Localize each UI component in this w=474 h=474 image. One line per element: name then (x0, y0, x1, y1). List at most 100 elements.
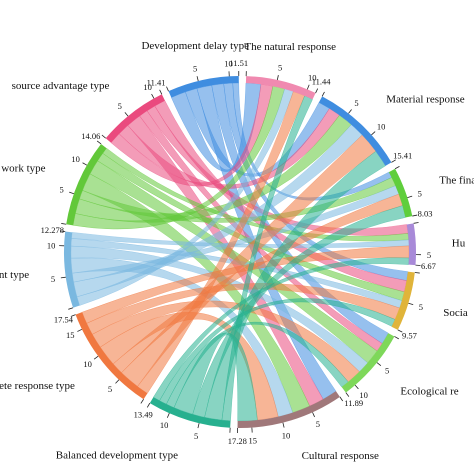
tick-mark (348, 109, 352, 114)
segment-total-label: 6.67 (421, 261, 436, 271)
tick-mark (376, 362, 382, 367)
segment-label-complete-response-type: elete response type (0, 380, 75, 392)
tick-mark (197, 423, 200, 429)
segment-arc-the-financial (388, 168, 413, 218)
tick-label: 5 (118, 101, 122, 111)
tick-label: 10 (282, 430, 291, 440)
segment-arc-network-type (66, 143, 107, 226)
tick-mark (196, 76, 199, 82)
segment-arc-material-response (318, 96, 392, 166)
segment-label-network-type: work type (1, 163, 45, 175)
segment-arc-cultural-response (237, 391, 340, 429)
tick-mark (413, 222, 419, 224)
tick-mark (146, 402, 151, 408)
segment-label-balanced-development-type: Balanced development type (56, 450, 178, 462)
segment-arc-social (391, 271, 415, 330)
tick-label: 10 (47, 240, 56, 250)
segment-label-the-natural-response: The natural response (244, 41, 336, 53)
tick-mark (82, 162, 88, 166)
tick-label: 5 (354, 98, 358, 108)
tick-label: 5 (427, 250, 431, 260)
segment-label-human: Hu (452, 238, 466, 250)
tick-mark (140, 399, 144, 404)
segment-total-label: 17.54 (54, 314, 74, 324)
tick-mark (124, 112, 129, 117)
tick-label: 10 (308, 72, 317, 82)
ribbons-layer (70, 82, 410, 422)
segment-label-resource-advantage-type: source advantage type (12, 80, 110, 92)
tick-label: 5 (278, 62, 282, 72)
tick-mark (60, 230, 66, 232)
tick-label: 10 (83, 359, 92, 369)
tick-label: 10 (377, 121, 386, 131)
tick-mark (339, 396, 344, 402)
tick-mark (312, 412, 315, 418)
segment-total-label: 13.49 (134, 409, 153, 419)
tick-label: 5 (419, 302, 423, 312)
tick-label: 5 (316, 419, 320, 429)
tick-label: 5 (385, 366, 389, 376)
segment-total-label: 15.41 (393, 151, 412, 161)
segment-total-label: 14.06 (81, 131, 100, 141)
segment-total-label: 17.28 (228, 436, 247, 446)
segment-total-label: 11.41 (147, 78, 166, 88)
segment-arc-human (406, 223, 417, 266)
tick-label: 15 (66, 330, 75, 340)
tick-label: 10 (71, 154, 80, 164)
segment-arc-complete-response-type (75, 312, 148, 400)
segment-label-dominant-type: mant type (0, 269, 29, 281)
segment-label-cultural-response: Cultural response (302, 450, 379, 462)
tick-mark (354, 384, 359, 390)
tick-mark (101, 134, 106, 139)
tick-mark (407, 195, 413, 199)
segment-label-development-delay-type: Development delay type (141, 40, 249, 52)
tick-mark (151, 93, 155, 99)
segment-total-label: 11.44 (312, 76, 332, 86)
segment-total-label: 9.57 (402, 331, 417, 341)
segment-total-label: 12.278 (41, 225, 64, 235)
tick-mark (345, 392, 350, 397)
tick-mark (115, 379, 120, 384)
segment-total-label: 11.51 (229, 58, 248, 68)
tick-mark (397, 329, 403, 333)
ribbon-network-type-to-cultural-response (82, 173, 310, 413)
tick-mark (414, 272, 420, 274)
segment-label-the-financial: The fina (439, 174, 474, 186)
tick-mark (315, 88, 319, 94)
ribbon-resource-advantage-type-to-social (154, 100, 407, 293)
tick-mark (394, 166, 400, 170)
tick-label: 10 (224, 58, 233, 68)
segment-arc-the-natural-response (245, 76, 316, 100)
segment-total-label: 11.89 (344, 398, 363, 408)
segment-arc-resource-advantage-type (105, 94, 165, 143)
tick-mark (412, 214, 418, 217)
tick-mark (69, 191, 75, 195)
segment-arc-dominant-type (64, 231, 80, 308)
tick-mark (391, 159, 396, 163)
tick-label: 5 (60, 184, 64, 194)
segment-arc-ecological-response (341, 333, 395, 393)
tick-label: 5 (108, 384, 112, 394)
tick-mark (282, 422, 285, 428)
tick-label: 5 (194, 431, 198, 441)
segment-label-ecological-response: Ecological re (400, 386, 458, 398)
tick-mark (93, 355, 99, 360)
tick-mark (77, 328, 83, 332)
tick-label: 5 (418, 189, 422, 199)
tick-mark (371, 131, 376, 136)
segment-total-label: 8.03 (418, 208, 433, 218)
tick-mark (166, 413, 170, 418)
tick-label: 10 (359, 390, 368, 400)
tick-mark (96, 140, 102, 145)
tick-label: 5 (51, 274, 55, 284)
tick-label: 15 (248, 436, 257, 446)
tick-mark (276, 75, 279, 81)
segment-label-material-response: Material response (386, 93, 465, 105)
tick-label: 5 (193, 63, 197, 73)
segment-label-social: Socia (443, 307, 468, 319)
tick-mark (70, 314, 76, 317)
tick-mark (68, 307, 74, 310)
segment-arc-development-delay-type (168, 76, 239, 98)
tick-mark (306, 84, 310, 90)
